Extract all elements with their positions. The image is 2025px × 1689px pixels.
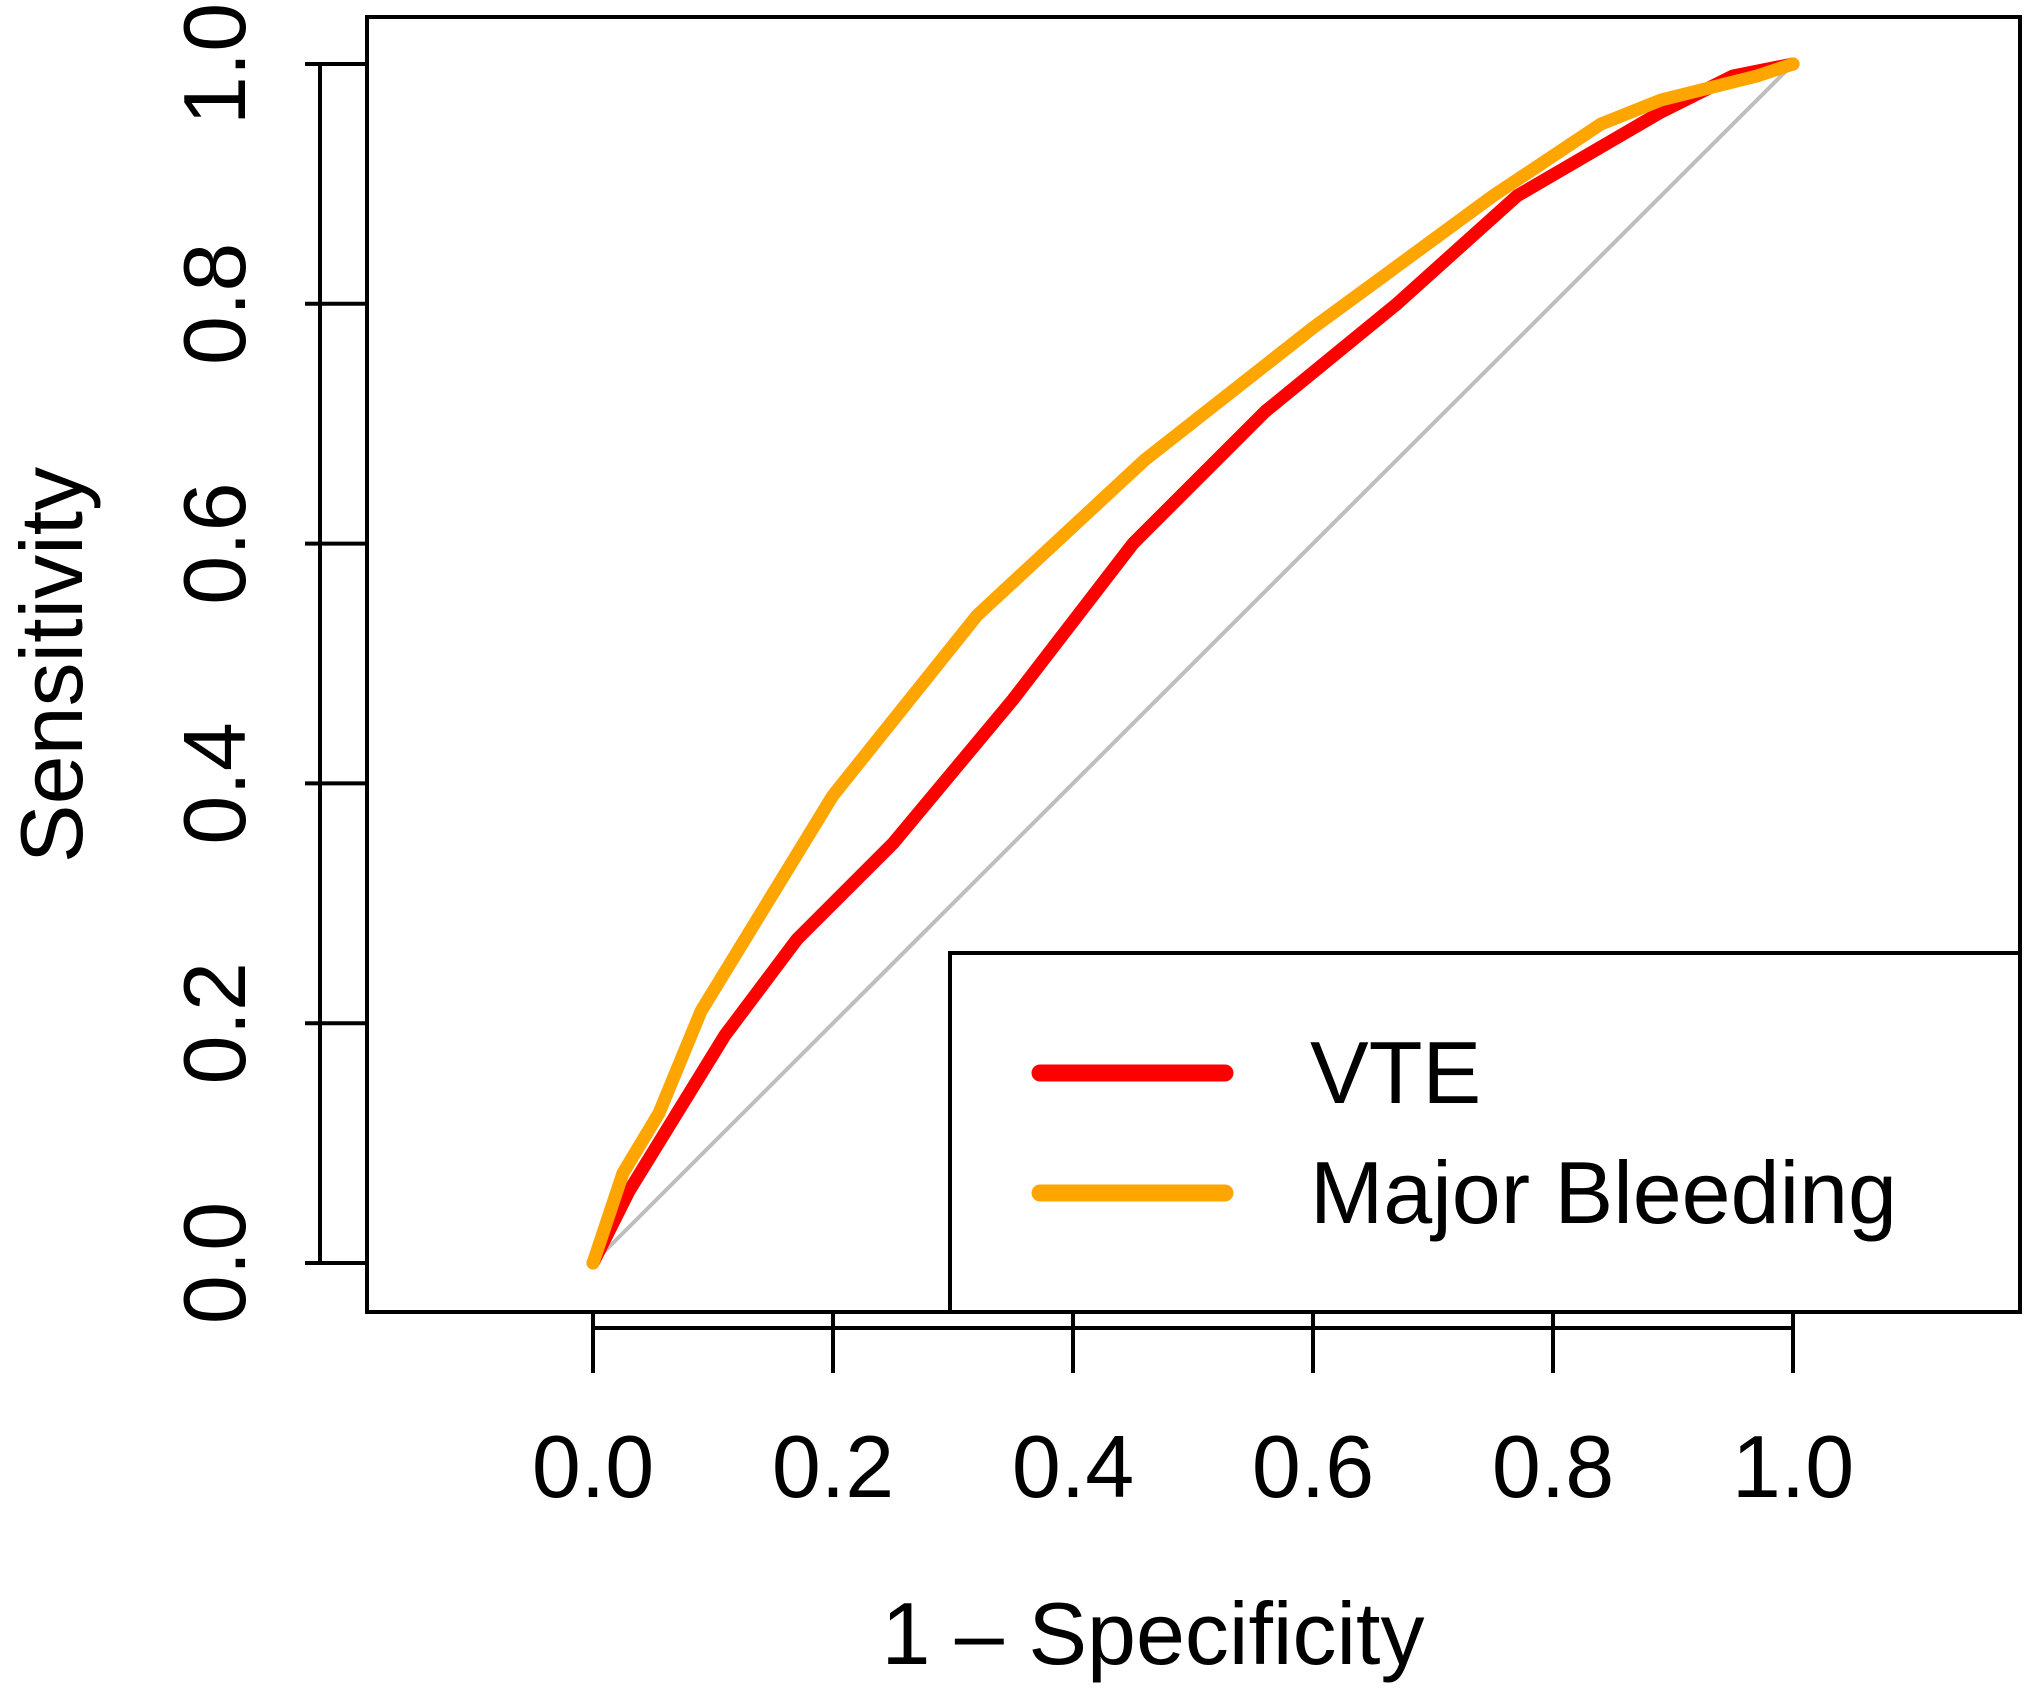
x-axis: 0.0 0.2 0.4 0.6 0.8 1.0 (532, 1312, 1854, 1516)
legend: VTE Major Bleeding (948, 951, 2022, 1314)
y-tick-label: 0.6 (165, 482, 264, 604)
y-tick-label: 0.8 (165, 243, 264, 365)
x-tick-label: 0.8 (1492, 1417, 1614, 1516)
legend-box (948, 951, 2022, 1314)
y-tick-label: 0.2 (165, 962, 264, 1084)
reference-diagonal-line (591, 62, 1795, 1265)
legend-label-major-bleeding: Major Bleeding (1310, 1143, 1897, 1242)
x-axis-title: 1 – Specificity (882, 1584, 1425, 1683)
y-axis: 0.0 0.2 0.4 0.6 0.8 1.0 (165, 3, 367, 1324)
x-tick-label: 1.0 (1732, 1417, 1854, 1516)
x-tick-label: 0.0 (532, 1417, 654, 1516)
x-tick-label: 0.4 (1012, 1417, 1134, 1516)
x-tick-label: 0.6 (1252, 1417, 1374, 1516)
series-line-major-bleeding (586, 57, 1800, 1270)
y-tick-label: 1.0 (165, 3, 264, 125)
series-layer (586, 57, 1800, 1270)
legend-label-vte: VTE (1310, 1023, 1481, 1122)
y-axis-title: Sensitivity (2, 467, 101, 863)
series-line-vte (586, 57, 1800, 1270)
x-tick-label: 0.2 (772, 1417, 894, 1516)
y-tick-label: 0.0 (165, 1202, 264, 1324)
y-tick-label: 0.4 (165, 722, 264, 844)
